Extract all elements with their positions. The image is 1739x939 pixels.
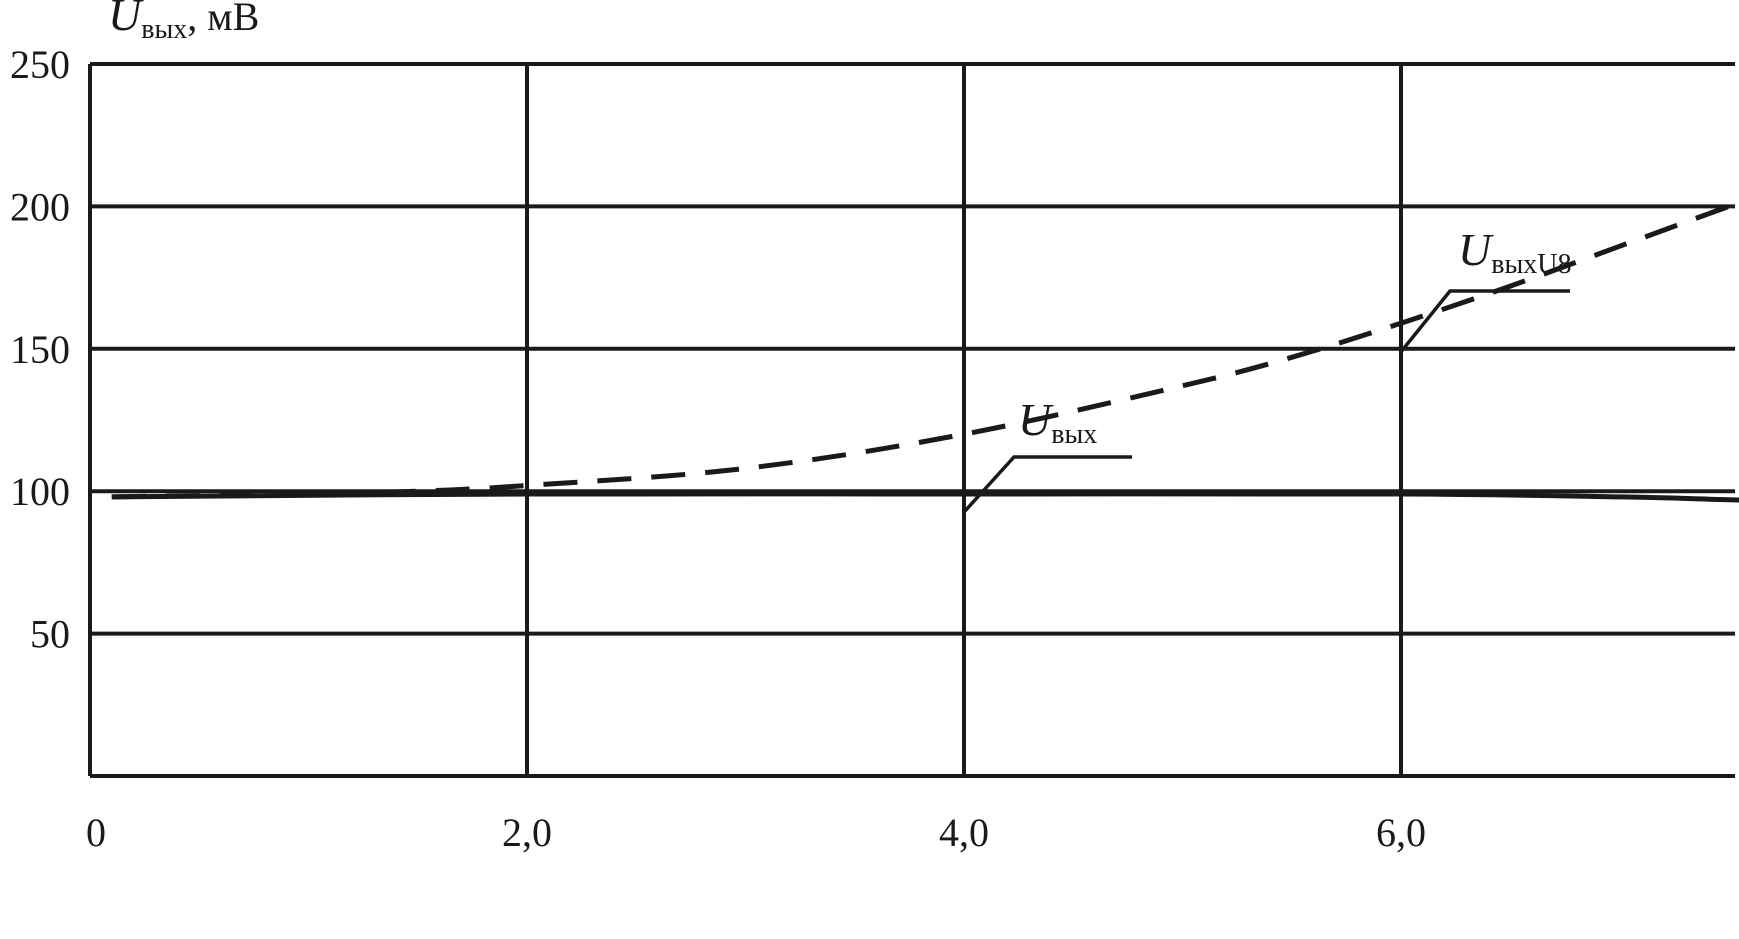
grid [90,62,1735,776]
series-line-uvyx [111,491,1739,503]
plot-frame [88,64,1735,778]
y-tick-label: 250 [10,42,70,87]
series-label-uvyx: Uвых [1018,394,1097,450]
series-label-uvyx-u8-symbol: U [1458,224,1494,275]
leader-uvyx-u8 [1398,289,1570,355]
labels: 5010015020025002,04,06,08,010,012,0кГцUв… [10,0,1572,855]
y-tick-label: 50 [30,612,70,657]
y-tick-label: 100 [10,469,70,514]
series-label-uvyx-u8-subscript: выхU8 [1491,249,1571,280]
y-tick-label: 150 [10,327,70,372]
y-axis-label: Uвых, мВ [108,0,259,45]
x-tick-label: 0 [86,810,106,855]
y-axis-label-symbol: U [108,0,144,40]
series-layer [111,200,1739,503]
y-axis-unit: , мВ [187,0,259,39]
x-tick-label: 6,0 [1376,810,1426,855]
x-tick-label: 4,0 [939,810,989,855]
series-label-uvyx-subscript: вых [1051,419,1097,450]
x-tick-label: 2,0 [502,810,552,855]
y-axis-label-subscript: вых [141,14,187,45]
leader-uvyx [963,455,1132,513]
series-label-uvyx-symbol: U [1018,394,1054,445]
series-label-uvyx-u8: UвыхU8 [1458,224,1572,280]
series-label-leaders [963,289,1570,513]
y-tick-label: 200 [10,184,70,229]
